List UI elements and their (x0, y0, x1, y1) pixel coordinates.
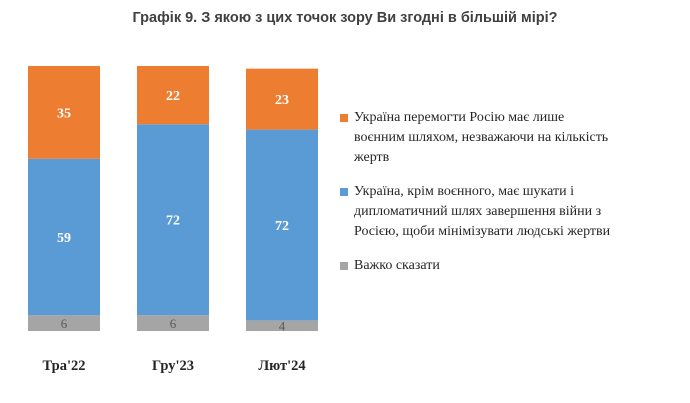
bar-hard-to-say (28, 315, 100, 331)
legend-text-line: Україна, крім воєнного, має шукати і (354, 184, 574, 199)
bar-military (137, 66, 209, 125)
data-label-hard-to-say: 4 (279, 319, 286, 334)
data-label-diplomatic: 72 (275, 219, 289, 234)
x-tick-may22: Тра'22 (43, 358, 86, 374)
bar-hard-to-say (246, 320, 318, 331)
legend-swatch-military (340, 114, 348, 122)
bar-hard-to-say (137, 315, 209, 331)
legend-text-line: жертв (354, 150, 390, 165)
legend-text-line: Важко сказати (354, 258, 440, 273)
x-tick-dec23: Гру'23 (152, 358, 194, 374)
data-label-hard-to-say: 6 (170, 316, 177, 331)
legend-text-line: Росією, щоби мінімізувати людські жертви (354, 224, 611, 239)
legend-item-hard-to-say: Важко сказати (340, 256, 680, 276)
data-label-military: 35 (57, 106, 71, 121)
data-label-hard-to-say: 6 (61, 316, 68, 331)
legend-item-military: Україна перемогти Росію має лише воєнним… (340, 108, 680, 168)
chart-legend: Україна перемогти Росію має лише воєнним… (340, 108, 680, 290)
legend-text-line: дипломатичний шлях завершення війни з (354, 204, 602, 219)
legend-text-line: воєнним шляхом, незважаючи на кількість (354, 130, 609, 145)
legend-swatch-hard-to-say (340, 262, 348, 270)
bar-military (246, 68, 318, 130)
data-label-diplomatic: 59 (57, 231, 71, 246)
chart-title: Графік 9. З якою з цих точок зору Ви зго… (132, 10, 558, 26)
data-label-military: 22 (166, 89, 180, 104)
bar-diplomatic (137, 124, 209, 316)
data-label-diplomatic: 72 (166, 214, 180, 229)
data-label-military: 23 (275, 93, 289, 108)
bar-diplomatic (246, 129, 318, 321)
bar-diplomatic (28, 158, 100, 316)
legend-swatch-diplomatic (340, 188, 348, 196)
legend-item-diplomatic: Україна, крім воєнного, має шукати і дип… (340, 182, 680, 242)
x-tick-feb24: Лют'24 (258, 358, 305, 374)
bar-military (28, 66, 100, 159)
legend-text-line: Україна перемогти Росію має лише (354, 110, 565, 125)
